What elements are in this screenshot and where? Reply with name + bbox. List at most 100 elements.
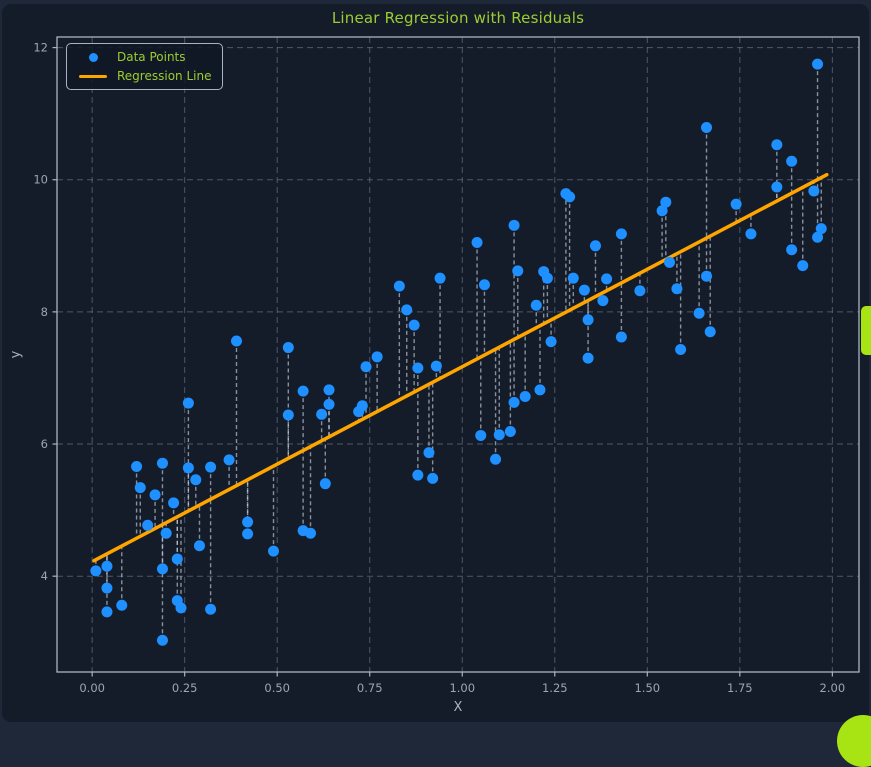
data-point <box>508 219 520 231</box>
data-point <box>808 185 820 197</box>
x-tick-label: 1.25 <box>542 681 568 695</box>
y-tick-label: 4 <box>41 569 48 583</box>
data-point <box>490 453 502 465</box>
data-point-marker-icon <box>75 52 111 62</box>
data-point <box>475 429 487 441</box>
data-point <box>745 228 757 240</box>
data-point <box>412 362 424 374</box>
data-point <box>545 336 557 348</box>
data-point <box>171 553 183 565</box>
data-point <box>230 335 242 347</box>
data-point <box>564 191 576 203</box>
axes-frame <box>56 36 860 673</box>
data-point <box>101 560 113 572</box>
data-point <box>282 342 294 354</box>
data-point <box>393 280 405 292</box>
data-point <box>408 319 420 331</box>
data-point <box>205 461 217 473</box>
data-point <box>116 599 128 611</box>
data-point <box>282 409 294 421</box>
data-point <box>182 462 194 474</box>
data-point <box>730 198 742 210</box>
legend-label: Data Points <box>117 50 186 64</box>
data-point <box>131 461 143 473</box>
data-point <box>90 565 102 577</box>
y-tick-label: 8 <box>41 305 48 319</box>
legend-label: Regression Line <box>117 69 212 83</box>
data-point <box>512 265 524 277</box>
data-point <box>182 397 194 409</box>
data-point <box>297 385 309 397</box>
data-point <box>101 606 113 618</box>
data-point <box>471 236 483 248</box>
data-point <box>356 400 368 412</box>
data-point <box>323 384 335 396</box>
x-tick-label: 0.25 <box>172 681 198 695</box>
data-point <box>597 295 609 307</box>
data-point <box>423 447 435 459</box>
data-point <box>656 205 668 217</box>
x-tick-label: 2.00 <box>820 681 846 695</box>
x-tick-label: 1.75 <box>727 681 753 695</box>
data-point <box>671 283 683 295</box>
regression-line-marker-icon <box>75 74 111 78</box>
data-point <box>160 527 172 539</box>
data-point <box>412 469 424 481</box>
data-point <box>701 122 713 134</box>
data-point <box>589 240 601 252</box>
data-point <box>771 139 783 151</box>
data-point <box>675 344 687 356</box>
y-axis-label: y <box>8 350 24 359</box>
scrollbar-thumb[interactable] <box>861 306 871 355</box>
data-point <box>323 398 335 410</box>
data-point <box>142 519 154 531</box>
data-point <box>660 196 672 208</box>
data-point <box>401 304 413 316</box>
x-tick-label: 1.00 <box>449 681 475 695</box>
data-point <box>223 454 235 466</box>
legend-item-data-points: Data Points <box>75 50 214 64</box>
data-point <box>534 384 546 396</box>
data-point <box>190 474 202 486</box>
data-point <box>615 228 627 240</box>
data-point <box>815 223 827 235</box>
data-point <box>508 396 520 408</box>
data-point <box>812 58 824 70</box>
data-point <box>701 270 713 282</box>
data-point <box>156 457 168 469</box>
x-tick-label: 1.50 <box>634 681 660 695</box>
data-point <box>360 361 372 373</box>
data-point <box>704 326 716 338</box>
data-point <box>149 489 161 501</box>
data-point <box>567 272 579 284</box>
data-point <box>101 582 113 594</box>
data-point <box>519 390 531 402</box>
data-point <box>156 634 168 646</box>
data-point <box>371 351 383 363</box>
data-point <box>504 425 516 437</box>
data-point <box>305 527 317 539</box>
data-point <box>242 528 254 540</box>
data-point <box>664 256 676 268</box>
data-point <box>205 603 217 615</box>
data-point <box>541 272 553 284</box>
data-point <box>582 352 594 364</box>
y-tick-label: 6 <box>41 437 48 451</box>
data-point <box>530 299 542 311</box>
data-point <box>693 307 705 319</box>
regression-line <box>92 172 829 563</box>
data-point <box>168 497 180 509</box>
y-tick-label: 12 <box>33 41 48 55</box>
x-tick-label: 0.00 <box>79 681 105 695</box>
data-point <box>493 429 505 441</box>
data-point <box>156 563 168 575</box>
x-axis-label: X <box>453 700 463 715</box>
data-point <box>193 540 205 552</box>
data-point <box>319 478 331 490</box>
legend-item-regression-line: Regression Line <box>75 69 214 83</box>
legend: Data Points Regression Line <box>66 43 223 90</box>
data-point <box>812 231 824 243</box>
x-tick-label: 0.50 <box>264 681 290 695</box>
data-point <box>430 360 442 372</box>
data-point <box>268 545 280 557</box>
